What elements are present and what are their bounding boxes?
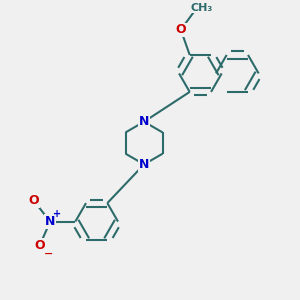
Text: −: − — [44, 249, 53, 259]
Text: +: + — [52, 209, 61, 219]
Text: O: O — [34, 239, 45, 252]
Text: O: O — [176, 23, 186, 36]
Text: N: N — [139, 158, 149, 171]
Text: N: N — [139, 115, 149, 128]
Text: O: O — [28, 194, 39, 207]
Text: N: N — [45, 215, 55, 228]
Text: CH₃: CH₃ — [190, 2, 213, 13]
